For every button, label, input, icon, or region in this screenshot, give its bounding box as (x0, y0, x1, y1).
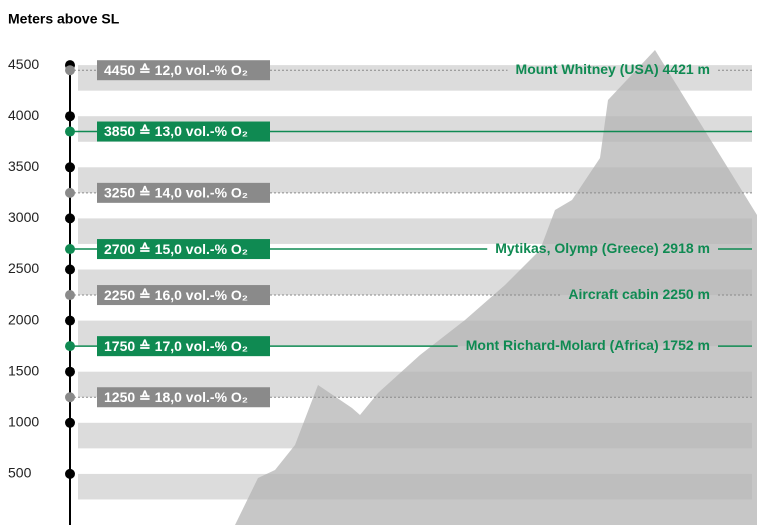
y-tick-label: 2500 (8, 260, 39, 276)
level-dot (65, 188, 75, 198)
annotation: Aircraft cabin 2250 m (568, 286, 710, 302)
tick-dot (65, 418, 75, 428)
tick-dot (65, 469, 75, 479)
tick-dot (65, 213, 75, 223)
y-tick-label: 3500 (8, 158, 39, 174)
level-dot (65, 341, 75, 351)
level-label: 1750 ≙ 17,0 vol.-% O₂ (104, 338, 248, 354)
level-dot (65, 244, 75, 254)
tick-dot (65, 265, 75, 275)
level-dot (65, 392, 75, 402)
level-label: 2250 ≙ 16,0 vol.-% O₂ (104, 287, 248, 303)
level-dot (65, 65, 75, 75)
y-tick-label: 2000 (8, 311, 39, 327)
tick-dot (65, 162, 75, 172)
y-tick-label: 4000 (8, 107, 39, 123)
annotation: Mytikas, Olymp (Greece) 2918 m (495, 240, 710, 256)
y-tick-label: 500 (8, 465, 32, 481)
chart-title: Meters above SL (8, 11, 120, 27)
y-tick-label: 3000 (8, 209, 39, 225)
level-dot (65, 127, 75, 137)
annotation: Mont Richard-Molard (Africa) 1752 m (466, 337, 710, 353)
annotation: Mount Whitney (USA) 4421 m (516, 61, 710, 77)
tick-dot (65, 316, 75, 326)
level-label: 2700 ≙ 15,0 vol.-% O₂ (104, 241, 248, 257)
level-label: 3250 ≙ 14,0 vol.-% O₂ (104, 185, 248, 201)
y-tick-label: 1000 (8, 414, 39, 430)
tick-dot (65, 367, 75, 377)
y-tick-label: 4500 (8, 56, 39, 72)
y-tick-label: 1500 (8, 362, 39, 378)
level-label: 1250 ≙ 18,0 vol.-% O₂ (104, 389, 248, 405)
level-label: 3850 ≙ 13,0 vol.-% O₂ (104, 123, 248, 139)
level-label: 4450 ≙ 12,0 vol.-% O₂ (104, 62, 248, 78)
level-dot (65, 290, 75, 300)
chart: Meters above SL 500 1000 1500 2000 2500 3000 3… (0, 0, 757, 525)
tick-dot (65, 111, 75, 121)
